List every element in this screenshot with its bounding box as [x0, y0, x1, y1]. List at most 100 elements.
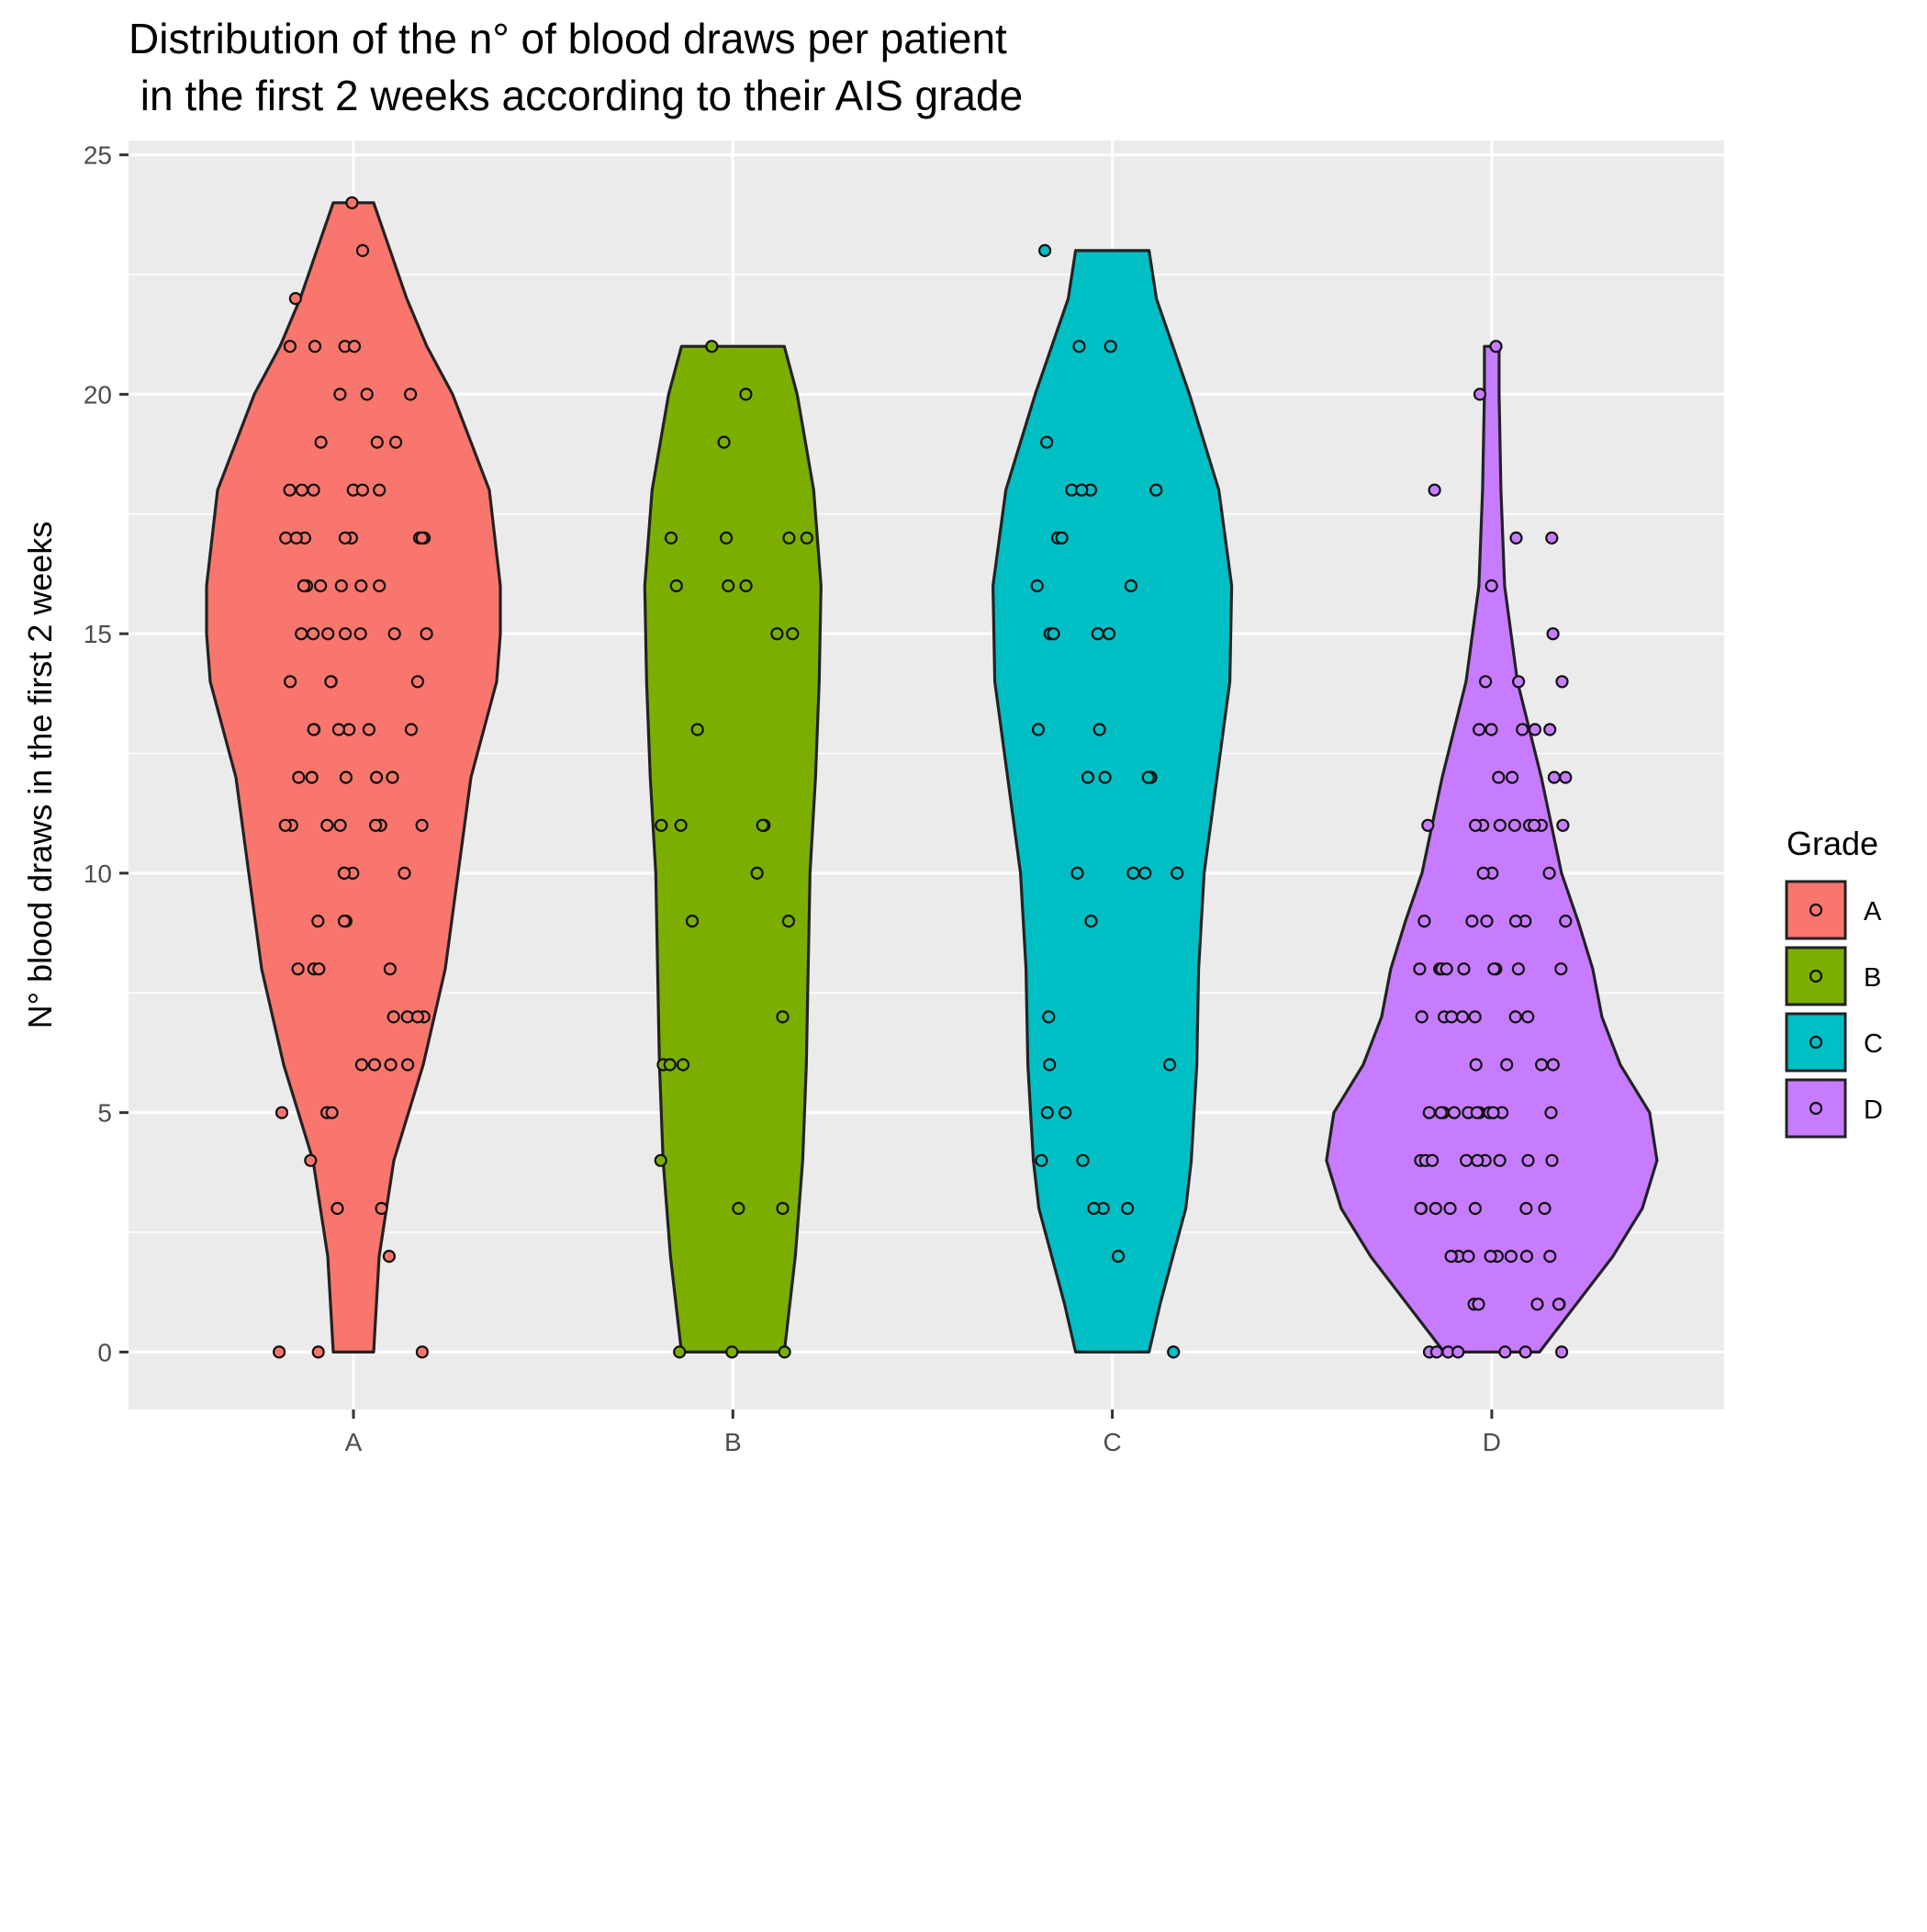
data-point-d: [1414, 1201, 1428, 1216]
data-point-d: [1422, 1106, 1436, 1119]
legend-key-point: [1809, 969, 1823, 983]
data-point-c: [1087, 1201, 1101, 1216]
data-point-b: [778, 1345, 791, 1359]
data-point-d: [1492, 770, 1506, 784]
y-tick-label: 25: [84, 141, 112, 170]
data-point-d: [1428, 483, 1441, 497]
data-point-d: [1434, 1106, 1448, 1119]
data-point-d: [1500, 1058, 1514, 1072]
data-point-d: [1486, 1106, 1500, 1119]
data-point-d: [1542, 866, 1556, 881]
data-point-a: [338, 531, 352, 545]
data-point-a: [410, 675, 424, 689]
data-point-c: [1076, 1153, 1090, 1167]
legend-label-d: D: [1864, 1095, 1883, 1125]
data-point-b: [655, 818, 668, 832]
data-point-a: [398, 866, 411, 881]
data-point-a: [324, 675, 338, 689]
violin-layer: [205, 201, 1659, 1354]
data-point-d: [1544, 1106, 1558, 1119]
data-point-c: [1171, 866, 1184, 881]
data-point-d: [1457, 962, 1471, 976]
data-point-a: [295, 627, 308, 641]
data-point-c: [1111, 1249, 1126, 1264]
data-point-a: [415, 531, 429, 545]
data-point-c: [1120, 1201, 1135, 1216]
data-point-a: [386, 770, 399, 784]
data-point-a: [320, 818, 334, 832]
data-point-d: [1545, 1153, 1559, 1167]
data-point-a: [370, 435, 384, 449]
data-point-d: [1443, 1201, 1457, 1216]
data-point-a: [295, 483, 308, 497]
data-point-a: [305, 770, 319, 784]
data-point-c: [1149, 483, 1163, 497]
data-point-d: [1462, 1249, 1475, 1264]
data-point-b: [732, 1201, 745, 1216]
data-point-b: [725, 1345, 739, 1359]
x-tick-label: A: [345, 1428, 363, 1456]
data-point-a: [342, 723, 356, 736]
data-point-b: [674, 818, 688, 832]
data-point-d: [1519, 1201, 1533, 1216]
data-point-b: [781, 914, 796, 928]
data-point-a: [337, 914, 352, 928]
data-point-c: [1138, 866, 1152, 881]
data-point-a: [355, 243, 370, 257]
data-point-d: [1425, 1153, 1440, 1167]
data-point-d: [1484, 578, 1498, 593]
legend: Grade A B C D: [1785, 825, 1883, 1139]
data-point-b: [719, 531, 734, 545]
data-point-b: [770, 627, 784, 641]
data-point-a: [307, 723, 320, 736]
data-point-d: [1516, 723, 1529, 736]
legend-label-c: C: [1864, 1029, 1883, 1059]
data-point-b: [669, 578, 683, 593]
data-point-d: [1465, 914, 1479, 928]
data-point-c: [1042, 1010, 1056, 1024]
data-point-a: [284, 675, 297, 689]
data-point-d: [1547, 770, 1562, 784]
violin-d: [1325, 344, 1659, 1354]
data-point-a: [404, 723, 419, 736]
data-point-c: [1035, 1153, 1048, 1167]
point-layer: [273, 196, 1573, 1359]
data-point-b: [739, 388, 753, 401]
data-point-d: [1472, 1297, 1485, 1311]
chart-title-line-1: Distribution of the n° of blood draws pe…: [129, 15, 1007, 62]
data-point-b: [685, 914, 700, 928]
data-point-a: [345, 196, 359, 209]
data-point-a: [354, 578, 368, 593]
data-point-c: [1047, 627, 1060, 641]
legend-key-a: [1785, 880, 1847, 940]
data-point-a: [355, 483, 369, 497]
data-point-c: [1141, 770, 1155, 784]
data-point-a: [353, 627, 367, 641]
data-point-b: [654, 1153, 667, 1167]
data-point-b: [705, 340, 719, 354]
data-point-d: [1489, 340, 1503, 354]
data-point-c: [1070, 866, 1084, 881]
legend-title: Grade: [1787, 825, 1878, 862]
data-point-a: [420, 627, 433, 641]
data-point-d: [1546, 1058, 1560, 1072]
data-point-a: [292, 770, 306, 784]
data-point-d: [1444, 1249, 1458, 1264]
data-point-a: [337, 866, 352, 881]
data-point-d: [1487, 962, 1501, 976]
data-point-a: [331, 723, 345, 736]
axis-layer: 0 5 10 15 20 25 A B C D: [84, 141, 1501, 1456]
data-point-a: [274, 1106, 289, 1119]
data-point-c: [1124, 578, 1138, 593]
data-point-a: [415, 1345, 429, 1359]
data-point-c: [1043, 1058, 1057, 1072]
data-point-d: [1444, 1010, 1459, 1024]
data-point-c: [1092, 723, 1106, 736]
data-point-a: [325, 1106, 339, 1119]
data-point-a: [415, 818, 429, 832]
legend-key-point: [1809, 903, 1823, 917]
data-point-c: [1075, 483, 1089, 497]
violin-a: [205, 201, 502, 1354]
data-point-d: [1511, 675, 1526, 689]
